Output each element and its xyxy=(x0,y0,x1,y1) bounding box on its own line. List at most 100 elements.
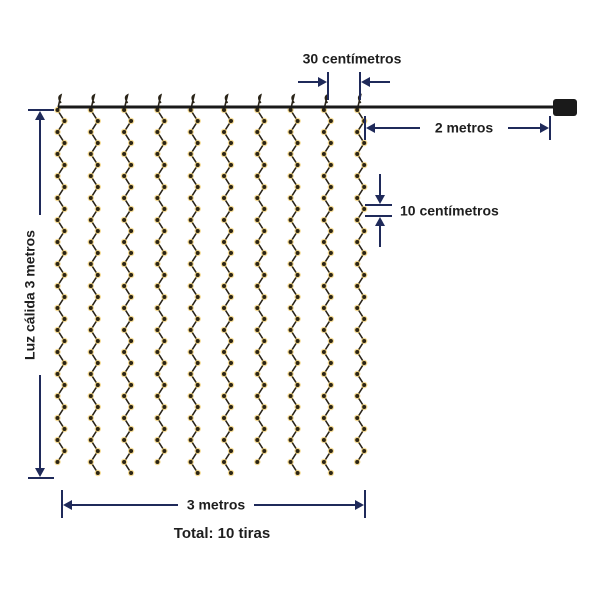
bulb xyxy=(295,449,300,453)
bulb xyxy=(255,394,260,398)
bulb xyxy=(122,240,127,244)
bulb xyxy=(362,339,367,343)
bulb xyxy=(155,350,160,354)
bulb xyxy=(55,196,60,200)
bulb xyxy=(55,284,60,288)
bulb xyxy=(288,218,293,222)
bulb xyxy=(321,460,326,464)
bulb xyxy=(355,416,360,420)
bulb xyxy=(55,108,60,112)
bulb xyxy=(255,218,260,222)
bulb xyxy=(188,108,193,112)
light-strands xyxy=(54,93,368,477)
bulb xyxy=(262,119,267,123)
bulb xyxy=(188,284,193,288)
bulb xyxy=(122,438,127,442)
bulb xyxy=(229,405,233,409)
bulb xyxy=(95,251,100,255)
bulb xyxy=(255,372,260,376)
bulb xyxy=(155,394,160,398)
bulb xyxy=(328,207,333,211)
bulb xyxy=(129,163,134,167)
bulb xyxy=(129,295,134,299)
bulb xyxy=(321,350,326,354)
bulb xyxy=(122,328,127,332)
bulb xyxy=(321,306,326,310)
bulb xyxy=(321,394,326,398)
bulb xyxy=(255,240,260,244)
bulb xyxy=(229,207,233,211)
bulb xyxy=(55,130,60,134)
bulb xyxy=(122,108,127,112)
bulb xyxy=(355,306,360,310)
bulb xyxy=(321,262,326,266)
bulb xyxy=(122,284,127,288)
bulb xyxy=(362,427,367,431)
bulb xyxy=(129,229,134,233)
bulb xyxy=(195,251,200,255)
bulb xyxy=(195,427,200,431)
bulb xyxy=(362,185,367,189)
bulb xyxy=(122,416,127,420)
bulb xyxy=(122,152,127,156)
bulb xyxy=(122,460,127,464)
bulb xyxy=(88,218,93,222)
bulb xyxy=(222,218,226,222)
bulb xyxy=(162,361,167,365)
bulb xyxy=(195,295,200,299)
bulb xyxy=(229,119,233,123)
bulb xyxy=(262,207,267,211)
bulb xyxy=(55,328,60,332)
bulb xyxy=(222,108,226,112)
bulb xyxy=(328,119,333,123)
bulb xyxy=(255,460,260,464)
bulb xyxy=(255,130,260,134)
bulb xyxy=(229,361,233,365)
bulb xyxy=(288,262,293,266)
bulb xyxy=(255,306,260,310)
bulb xyxy=(122,394,127,398)
bulb xyxy=(262,383,267,387)
bulb xyxy=(62,317,67,321)
bulb xyxy=(155,152,160,156)
bulb xyxy=(62,361,67,365)
bulb xyxy=(321,130,326,134)
bulb xyxy=(355,438,360,442)
bulb xyxy=(255,152,260,156)
bulb xyxy=(95,229,100,233)
bulb xyxy=(229,427,233,431)
bulb xyxy=(222,328,226,332)
bulb xyxy=(62,405,67,409)
bulb xyxy=(255,196,260,200)
bulb xyxy=(355,196,360,200)
bulb xyxy=(122,350,127,354)
bulb xyxy=(222,306,226,310)
bulb xyxy=(262,295,267,299)
bulb xyxy=(288,130,293,134)
bulb xyxy=(195,163,200,167)
bulb xyxy=(328,295,333,299)
bulb xyxy=(162,141,167,145)
bulb xyxy=(195,229,200,233)
bulb xyxy=(55,394,60,398)
bulb xyxy=(362,229,367,233)
bulb xyxy=(188,152,193,156)
bulb xyxy=(222,130,226,134)
strand-spacing-label: 30 centímetros xyxy=(303,51,402,67)
strand-spacing-dimension xyxy=(298,72,390,100)
bulb xyxy=(88,438,93,442)
bulb xyxy=(262,163,267,167)
bulb xyxy=(162,251,167,255)
bulb xyxy=(195,471,200,475)
bulb xyxy=(95,207,100,211)
bulb xyxy=(295,185,300,189)
bulb xyxy=(195,449,200,453)
bulb xyxy=(95,339,100,343)
bulb xyxy=(62,229,67,233)
bulb xyxy=(62,449,67,453)
bulb xyxy=(155,328,160,332)
bulb xyxy=(55,460,60,464)
bulb xyxy=(162,405,167,409)
bulb xyxy=(88,108,93,112)
bulb xyxy=(95,273,100,277)
